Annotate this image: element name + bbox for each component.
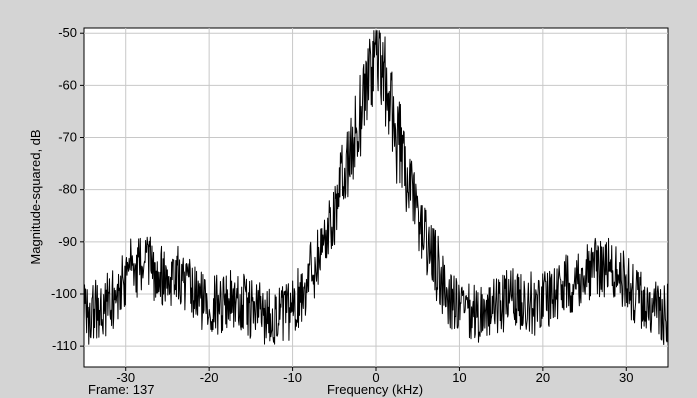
x-tick-labels: -30 -20 -10 0 10 20 30 xyxy=(116,367,634,385)
frame-counter-label: Frame: 137 xyxy=(88,382,154,397)
y-tick-label: -90 xyxy=(58,234,77,249)
x-axis-label: Frequency (kHz) xyxy=(327,382,423,397)
trace-layer xyxy=(83,30,669,346)
y-tick-label: -80 xyxy=(58,182,77,197)
x-tick-label: 10 xyxy=(452,370,466,385)
y-tick-label: -100 xyxy=(51,286,77,301)
x-tick-label: -20 xyxy=(200,370,219,385)
x-tick-label: -30 xyxy=(116,370,135,385)
y-axis-label: Magnitude-squared, dB xyxy=(28,129,43,264)
x-tick-label: 0 xyxy=(372,370,379,385)
spectrum-trace xyxy=(83,30,669,346)
y-tick-label: -70 xyxy=(58,130,77,145)
x-tick-label: 20 xyxy=(536,370,550,385)
x-tick-label: 30 xyxy=(619,370,633,385)
y-tick-label: -60 xyxy=(58,77,77,92)
y-tick-label: -50 xyxy=(58,25,77,40)
y-tick-labels: -50 -60 -70 -80 -90 -100 -110 xyxy=(51,25,84,353)
y-tick-label: -110 xyxy=(52,338,77,353)
x-tick-label: -10 xyxy=(283,370,302,385)
